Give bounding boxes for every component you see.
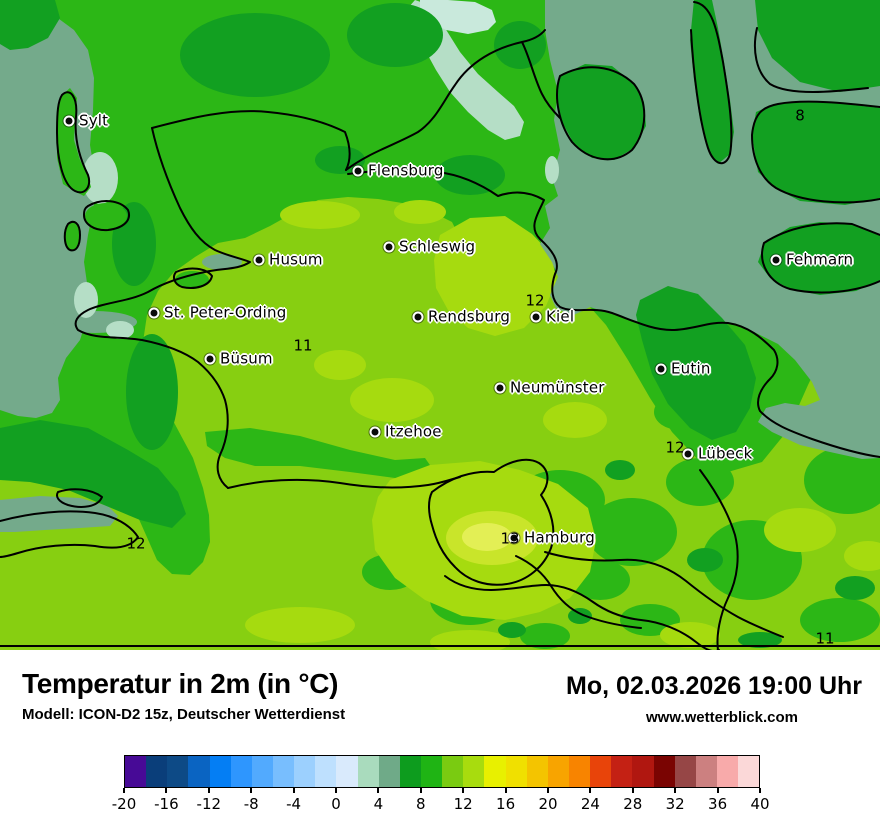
colorbar-segment — [695, 756, 717, 787]
tick-mark — [547, 788, 549, 793]
colorbar-segment — [590, 756, 612, 787]
colorbar-segment — [336, 756, 358, 787]
colorbar-segment — [125, 756, 147, 787]
colorbar-segment — [167, 756, 189, 787]
tick-mark — [335, 788, 337, 793]
colorbar-segment — [188, 756, 210, 787]
tick-mark — [165, 788, 168, 793]
tick-label: 20 — [538, 795, 558, 813]
colorbar-segment — [632, 756, 654, 787]
temperature-legend: -20 -16 -12 -8 -4 0 4 8 12 16 20 24 28 32 36 40 — [112, 755, 770, 814]
tick-mark — [674, 788, 677, 793]
tick-label: 36 — [708, 795, 728, 813]
tick-label: -8 — [243, 795, 259, 813]
footer: Temperatur in 2m (in °C) Modell: ICON-D2… — [0, 650, 880, 830]
tick-mark — [419, 788, 422, 793]
colorbar-segment — [463, 756, 485, 787]
website-url: www.wetterblick.com — [646, 709, 798, 726]
map-area: Sylt Flensburg Schleswig Husum Fehmarn St. Pe… — [0, 0, 880, 650]
colorbar-segment — [484, 756, 506, 787]
tick-mark — [504, 788, 507, 793]
tick-label: 12 — [453, 795, 473, 813]
colorbar-segment — [716, 756, 739, 787]
colorbar-segment — [547, 756, 569, 787]
colorbar-segment — [526, 756, 548, 787]
colorbar-segment — [653, 756, 675, 787]
tick-label: 24 — [580, 795, 600, 813]
tick-mark — [589, 788, 592, 793]
colorbar — [124, 755, 760, 788]
colorbar-segment — [442, 756, 464, 787]
colorbar-segment — [251, 756, 273, 787]
tick-label: 4 — [373, 795, 384, 813]
tick-label: 32 — [665, 795, 685, 813]
coastlines — [0, 1, 880, 650]
colorbar-segment — [378, 756, 400, 787]
tick-label: -20 — [111, 795, 137, 813]
colorbar-segment — [230, 756, 252, 787]
colorbar-segment — [505, 756, 527, 787]
colorbar-segment — [674, 756, 696, 787]
tick-mark — [377, 788, 380, 793]
colorbar-segment — [738, 756, 760, 787]
tick-mark — [250, 788, 253, 793]
colorbar-ticks — [123, 788, 761, 794]
colorbar-segment — [272, 756, 295, 787]
tick-mark — [207, 788, 210, 793]
tick-label: 8 — [416, 795, 426, 813]
colorbar-segment — [420, 756, 443, 787]
colorbar-segment — [611, 756, 633, 787]
tick-label: -12 — [196, 795, 222, 813]
tick-mark — [716, 788, 719, 793]
colorbar-segment — [146, 756, 168, 787]
page-title: Temperatur in 2m (in °C) — [22, 668, 339, 699]
tick-mark — [631, 788, 634, 793]
colorbar-segment — [294, 756, 316, 787]
tick-mark — [462, 788, 465, 793]
colorbar-segment — [209, 756, 231, 787]
tick-label: 40 — [750, 795, 770, 813]
tick-mark — [123, 788, 125, 793]
land-6-8 — [0, 0, 880, 648]
hamburg-warm-spot — [446, 511, 538, 565]
colorbar-segment — [357, 756, 379, 787]
valid-datetime: Mo, 02.03.2026 19:00 Uhr — [566, 672, 862, 700]
temperature-map-svg — [0, 0, 880, 650]
tick-label: 28 — [623, 795, 643, 813]
colorbar-segment — [399, 756, 421, 787]
north-frisian-islands — [57, 88, 209, 289]
colorbar-segment — [315, 756, 337, 787]
tick-label: -4 — [286, 795, 302, 813]
tick-mark — [292, 788, 295, 793]
tick-mark — [759, 788, 761, 793]
colorbar-labels: -20 -16 -12 -8 -4 0 4 8 12 16 20 24 28 32 36 40 — [112, 794, 770, 814]
tick-label: -16 — [154, 795, 179, 813]
tick-label: 0 — [331, 795, 341, 813]
model-info: Modell: ICON-D2 15z, Deutscher Wetterdie… — [22, 706, 346, 723]
colorbar-segment — [568, 756, 591, 787]
tick-label: 16 — [496, 795, 516, 813]
